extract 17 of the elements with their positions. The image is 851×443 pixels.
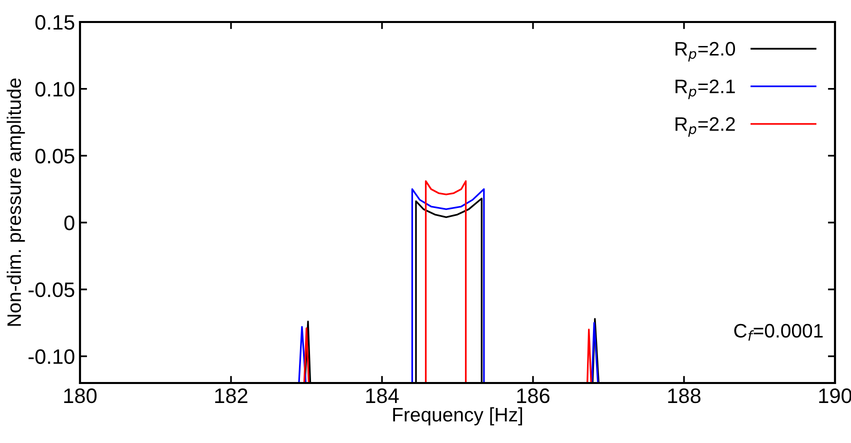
legend-label: R$_{p}$=2.0 bbox=[676, 42, 736, 62]
x-tick-label: 184 bbox=[366, 388, 399, 404]
x-tick-label: 180 bbox=[64, 388, 97, 404]
x-tick-label: 186 bbox=[517, 388, 550, 404]
y-tick-label: -0.05 bbox=[28, 282, 74, 298]
x-tick-label: 188 bbox=[668, 388, 700, 404]
y-axis-title: Non-dim. pressure amplitude bbox=[6, 78, 25, 326]
y-tick-label: 0.15 bbox=[35, 15, 74, 30]
x-tick-label: 182 bbox=[215, 388, 248, 404]
legend-label: R$_{p}$=2.1 bbox=[676, 80, 735, 100]
y-tick-label: 0.10 bbox=[35, 82, 74, 97]
x-axis-title: Frequency [Hz] bbox=[393, 407, 522, 426]
y-tick-label: 0 bbox=[64, 216, 74, 230]
y-tick-label: 0.05 bbox=[35, 148, 74, 164]
legend-label: R$_{p}$=2.2 bbox=[676, 117, 735, 137]
annotation: C$_{f}$=0.0001 bbox=[734, 324, 823, 341]
y-tick-label: -0.10 bbox=[28, 349, 74, 364]
